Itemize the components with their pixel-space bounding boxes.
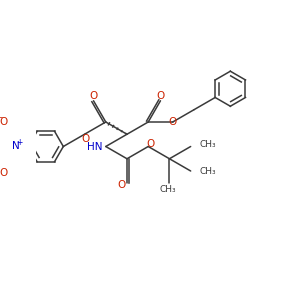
Text: CH₃: CH₃ xyxy=(159,185,176,194)
Text: O: O xyxy=(0,117,8,127)
Text: CH₃: CH₃ xyxy=(200,167,216,176)
Text: O: O xyxy=(89,92,98,101)
Text: O: O xyxy=(0,168,8,178)
Text: O: O xyxy=(147,139,155,149)
Text: +: + xyxy=(16,138,23,147)
Text: CH₃: CH₃ xyxy=(200,140,216,149)
Text: O: O xyxy=(118,180,126,190)
Text: O: O xyxy=(169,117,177,127)
Text: −: − xyxy=(0,113,3,122)
Text: O: O xyxy=(156,92,165,101)
Text: HN: HN xyxy=(87,142,102,152)
Text: O: O xyxy=(81,134,89,144)
Text: N: N xyxy=(12,142,20,152)
